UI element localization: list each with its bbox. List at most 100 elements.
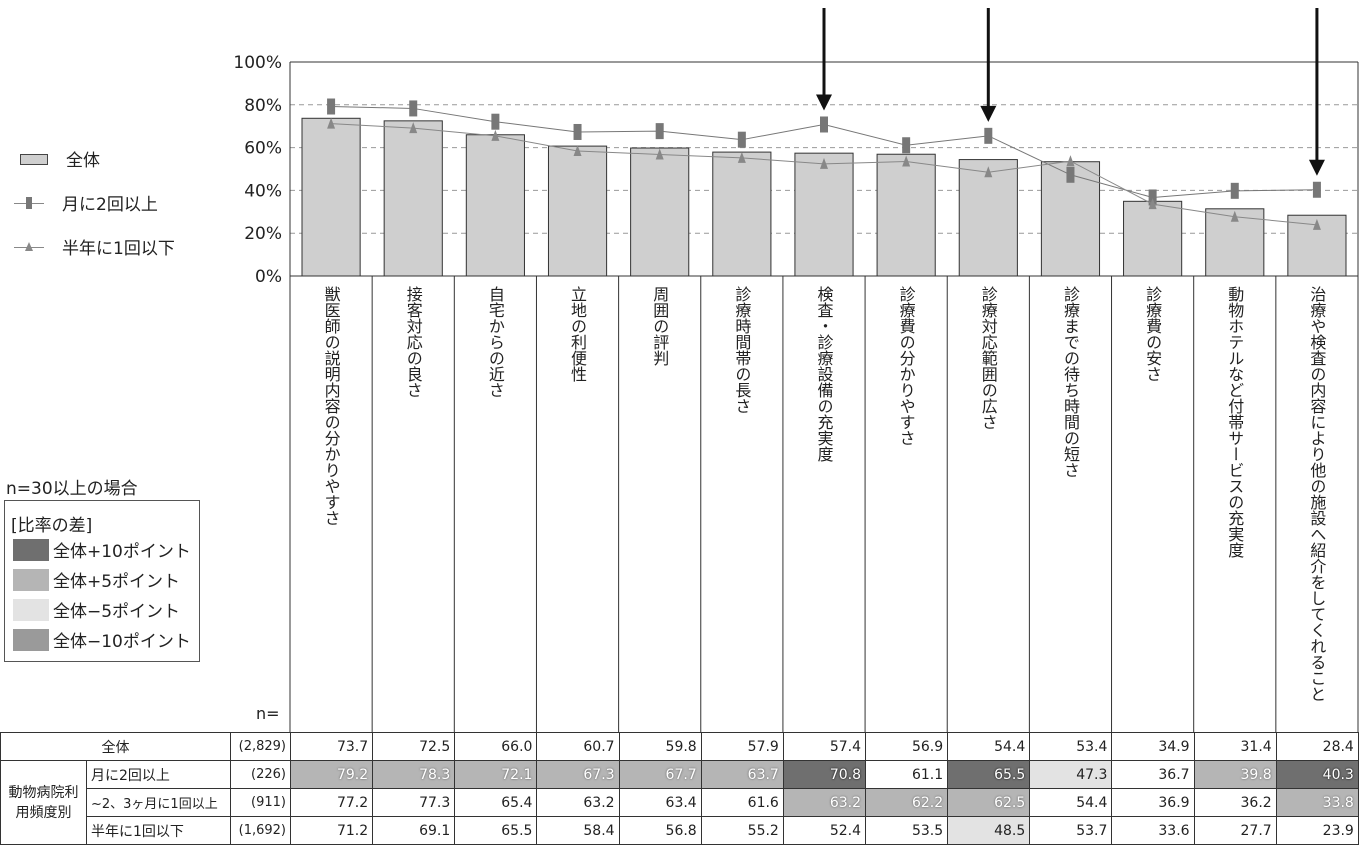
bar [465,134,525,277]
data-table: 全体 (2,829) 73.7 72.5 66.0 60.7 59.8 57.9 57.4 56.… [0,732,1359,845]
table-cell: 78.3 [372,760,456,789]
table-row: 動物病院利用頻度別 月に2回以上 (226) 79.2 78.3 72.1 67.3 67.7… [0,760,1359,845]
table-cell: 65.5 [454,816,538,845]
table-cell: 56.8 [618,816,702,845]
table-cell: 33.6 [1111,816,1195,845]
table-cell: 63.7 [700,760,784,789]
category-label: 診療費の分かりやすさ [897,286,916,446]
y-tick-label: 20% [244,224,282,244]
table-cell: 62.2 [864,788,949,817]
table-cell: 33.8 [1275,788,1359,817]
table-cell: 65.5 [947,760,1031,789]
row-sample-size: (2,829) [230,732,291,761]
category-label: 検査・診療設備の充実度 [815,286,834,462]
y-tick-label: 40% [244,181,282,201]
table-cell: 67.3 [536,760,620,789]
n-label: n= [256,704,280,723]
table-cell: 77.2 [289,788,374,817]
table-cell: 57.9 [700,732,784,761]
point-marker-rect [984,127,993,144]
table-cell: 66.0 [454,732,538,761]
table-cell: 59.8 [618,732,702,761]
highlight-arrow-head [1308,159,1325,176]
legend-item-half-year: 半年に1回以下 [14,234,175,259]
table-cell: 39.8 [1193,760,1277,789]
swatch-minus10 [13,628,49,651]
table-cell: 36.2 [1193,788,1277,817]
bar-line-chart: 100% 80% 60% 40% 20% 0% 獣医師の説明内容の分かりやすさ 接客対応の良さ… [233,8,1359,732]
table-cell: 61.6 [700,788,784,817]
table-cell: 72.1 [454,760,538,789]
sample-size-note: n=30以上の場合 [6,479,138,499]
difference-item: 全体+10ポイント [13,537,191,562]
point-marker-triangle [327,117,336,129]
table-cell: 71.2 [289,816,374,845]
legend-label: 半年に1回以下 [62,239,175,259]
category-label: 診療までの待ち時間の短さ [1061,286,1080,478]
difference-label: 全体−5ポイント [53,602,181,622]
bar [383,120,443,277]
row-label: 半年に1回以下 [86,816,231,845]
table-cell: 36.9 [1111,788,1195,817]
table-cell: 36.7 [1111,760,1195,789]
table-row: 全体 (2,829) 73.7 72.5 66.0 60.7 59.8 57.9 57.4 56.… [0,732,1359,761]
point-marker-triangle [491,129,500,141]
point-marker-rect [327,98,336,115]
point-marker-rect [1066,166,1075,183]
difference-label: 全体+5ポイント [53,572,181,592]
difference-label: 全体−10ポイント [53,632,191,652]
category-label: 獣医師の説明内容の分かりやすさ [322,286,341,526]
legend-item-twice-monthly: 月に2回以上 [14,190,158,215]
row-label: 月に2回以上 [86,760,231,789]
table-row: 半年に1回以下 (1,692) 71.2 69.1 65.5 58.4 56.8 55.2 52… [1,816,1359,845]
difference-legend-title: [比率の差] [11,516,93,536]
point-marker-triangle [902,155,911,167]
point-marker-triangle [409,122,418,134]
table-cell: 28.4 [1275,732,1359,761]
category-label: 自宅からの近さ [486,286,505,398]
point-marker-triangle [984,166,993,178]
difference-item: 全体+5ポイント [13,567,180,592]
bar [876,153,936,277]
table-cell: 47.3 [1029,760,1113,789]
difference-item: 全体−5ポイント [13,597,180,622]
table-cell: 77.3 [372,788,456,817]
bar [547,145,608,277]
y-tick-label: 60% [244,139,282,159]
point-marker-rect [573,123,582,140]
table-cell: 53.5 [864,816,949,845]
point-marker-rect [409,100,418,117]
table-cell: 52.4 [782,816,866,845]
table-cell: 40.3 [1275,760,1359,789]
point-marker-rect [1312,181,1321,198]
table-cell: 58.4 [536,816,620,845]
bar [712,151,772,277]
category-label: 治療や検査の内容により他の施設へ紹介をしてくれること [1307,286,1326,702]
point-marker-rect [1148,189,1157,206]
table-cell: 72.5 [372,732,456,761]
difference-item: 全体−10ポイント [13,627,191,652]
category-label: 立地の利便性 [568,286,587,382]
y-tick-label: 100% [233,53,282,73]
point-marker-triangle [1066,155,1075,167]
category-label: 診療対応範囲の広さ [979,286,998,430]
bar [630,147,690,277]
category-label: 動物ホテルなど付帯サービスの充実度 [1225,286,1244,558]
table-cell: 60.7 [536,732,620,761]
point-marker-rect [737,131,746,148]
table-cell: 53.4 [1029,732,1113,761]
table-cell: 54.4 [947,732,1031,761]
table-cell: 53.7 [1029,816,1113,845]
table-cell: 27.7 [1193,816,1277,845]
table-cell: 73.7 [289,732,374,761]
point-marker-rect [902,137,911,154]
point-marker-triangle [737,151,746,163]
y-tick-label: 0% [255,267,282,287]
row-label: ~2、3ヶ月に1回以上 [86,788,231,817]
table-cell: 70.8 [782,760,866,789]
row-sample-size: (226) [230,760,291,789]
table-cell: 63.2 [782,788,866,817]
legend-rect-marker-icon [14,196,50,210]
table-cell: 48.5 [947,816,1031,845]
swatch-plus10 [13,538,49,561]
